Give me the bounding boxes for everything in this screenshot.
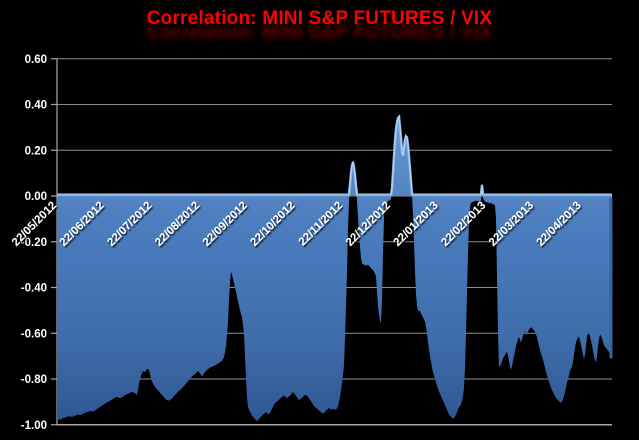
- chart-title: Correlation: MINI S&P FUTURES / VIX: [146, 8, 493, 29]
- y-axis-label: -0.40: [21, 283, 47, 295]
- y-axis-label: 0.40: [25, 100, 47, 112]
- y-axis-label: -1.00: [21, 420, 47, 432]
- y-axis-label: 0.60: [25, 54, 47, 66]
- y-axis-label: -0.80: [21, 374, 47, 386]
- y-axis-label: -0.20: [21, 237, 47, 249]
- area-top-highlight: [57, 114, 612, 197]
- y-axis-label: 0.20: [25, 145, 47, 157]
- correlation-area: [57, 117, 612, 422]
- y-axis-label: 0.00: [25, 191, 47, 203]
- y-axis-label: -0.60: [21, 328, 47, 340]
- area-top-highlight-inner: [57, 114, 612, 195]
